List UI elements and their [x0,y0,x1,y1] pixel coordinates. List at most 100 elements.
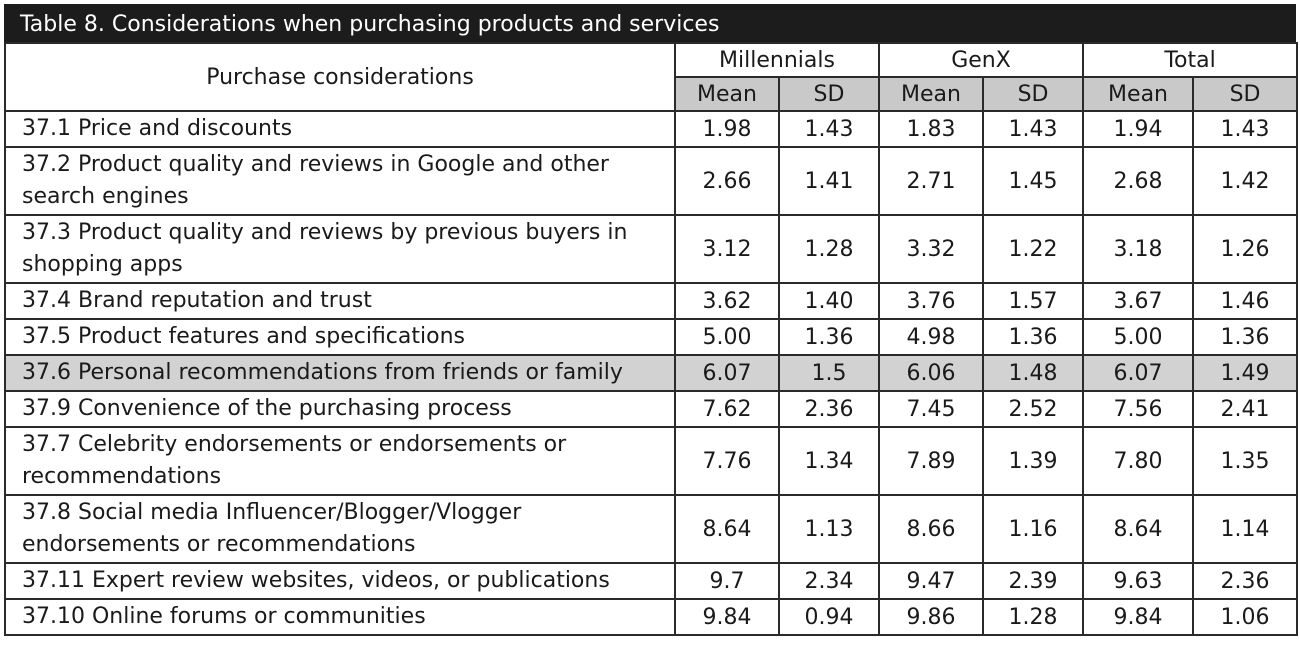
cell-value: 8.64 [1082,494,1195,564]
cell-value: 2.71 [878,146,985,216]
cell-value: 6.07 [674,354,780,392]
cell-value: 6.07 [1082,354,1195,392]
header-row-groups: Purchase considerations Millennials GenX… [4,42,1299,112]
subheader-sd: SD [777,76,881,112]
cell-value: 1.94 [1082,110,1195,148]
cell-value: 2.41 [1192,390,1299,428]
cell-value: 7.80 [1082,426,1195,496]
cell-value: 1.42 [1192,146,1299,216]
cell-value: 1.98 [674,110,780,148]
cell-value: 7.56 [1082,390,1195,428]
row-label: 37.6 Personal recommendations from frien… [4,354,676,392]
row-label: 37.10 Online forums or communities [4,598,676,636]
cell-value: 1.16 [982,494,1085,564]
cell-value: 3.12 [674,214,780,284]
cell-value: 3.32 [878,214,985,284]
subheader-mean: Mean [878,76,985,112]
table-row: 37.1 Price and discounts 1.98 1.43 1.83 … [4,110,1299,148]
cell-value: 8.64 [674,494,780,564]
table-row: 37.11 Expert review websites, videos, or… [4,562,1299,600]
cell-value: 4.98 [878,318,985,356]
cell-value: 2.68 [1082,146,1195,216]
cell-value: 7.76 [674,426,780,496]
cell-value: 7.62 [674,390,780,428]
cell-value: 1.43 [982,110,1085,148]
cell-value: 9.47 [878,562,985,600]
cell-value: 9.86 [878,598,985,636]
header-row-stats: Mean SD Mean SD Mean SD [5,76,1299,112]
row-label: 37.3 Product quality and reviews by prev… [4,214,676,284]
cell-value: 2.52 [982,390,1085,428]
table-row: 37.9 Convenience of the purchasing proce… [4,390,1299,428]
row-label: 37.9 Convenience of the purchasing proce… [4,390,676,428]
cell-value: 1.36 [1192,318,1299,356]
table-row: 37.3 Product quality and reviews by prev… [4,214,1299,284]
cell-value: 1.40 [777,282,881,320]
table-row-highlighted: 37.6 Personal recommendations from frien… [4,354,1299,392]
cell-value: 1.39 [982,426,1085,496]
group-header-total: Total [1082,42,1299,78]
cell-value: 9.7 [674,562,780,600]
cell-value: 9.84 [1082,598,1195,636]
cell-value: 3.76 [878,282,985,320]
cell-value: 9.63 [1082,562,1195,600]
cell-value: 2.34 [777,562,881,600]
cell-value: 7.45 [878,390,985,428]
cell-value: 3.67 [1082,282,1195,320]
cell-value: 7.89 [878,426,985,496]
cell-value: 1.28 [777,214,881,284]
cell-value: 1.5 [777,354,881,392]
cell-value: 1.26 [1192,214,1299,284]
cell-value: 3.62 [674,282,780,320]
cell-value: 9.84 [674,598,780,636]
subheader-sd: SD [982,76,1085,112]
group-header-genx: GenX [878,42,1085,78]
group-header-millennials: Millennials [673,42,881,78]
cell-value: 3.18 [1082,214,1195,284]
table-row: 37.4 Brand reputation and trust 3.62 1.4… [4,282,1299,320]
table-caption: Table 8. Considerations when purchasing … [4,4,1296,42]
cell-value: 2.36 [1192,562,1299,600]
subheader-mean: Mean [674,76,780,112]
table-container: Table 8. Considerations when purchasing … [4,4,1299,644]
table-row: 37.2 Product quality and reviews in Goog… [4,146,1299,216]
cell-value: 1.36 [777,318,881,356]
row-label: 37.5 Product features and specifications [4,318,676,356]
cell-value: 1.49 [1192,354,1299,392]
cell-value: 2.36 [777,390,881,428]
subheader-mean: Mean [1082,76,1195,112]
cell-value: 1.83 [878,110,985,148]
subheader-sd: SD [1192,76,1299,112]
cell-value: 1.57 [982,282,1085,320]
cell-value: 0.94 [777,598,881,636]
row-label: 37.1 Price and discounts [4,110,676,148]
cell-value: 1.22 [982,214,1085,284]
cell-value: 5.00 [674,318,780,356]
table-row-bold: 37.7 Celebrity endorsements or endorseme… [4,426,1299,496]
cell-value: 1.34 [777,426,881,496]
cell-value: 1.48 [982,354,1085,392]
cell-value: 2.66 [674,146,780,216]
considerations-table: Purchase considerations Millennials GenX… [4,42,1299,636]
cell-value: 1.36 [982,318,1085,356]
table-row: 37.10 Online forums or communities 9.84 … [4,598,1299,636]
cell-value: 6.06 [878,354,985,392]
table-row: 37.5 Product features and specifications… [4,318,1299,356]
cell-value: 1.35 [1192,426,1299,496]
cell-value: 1.13 [777,494,881,564]
cell-value: 5.00 [1082,318,1195,356]
cell-value: 1.43 [777,110,881,148]
row-label: 37.4 Brand reputation and trust [4,282,676,320]
cell-value: 8.66 [878,494,985,564]
cell-value: 1.28 [982,598,1085,636]
cell-value: 1.06 [1192,598,1299,636]
cell-value: 1.41 [777,146,881,216]
cell-value: 1.14 [1192,494,1299,564]
cell-value: 2.39 [982,562,1085,600]
row-label: 37.11 Expert review websites, videos, or… [4,562,676,600]
cell-value: 1.46 [1192,282,1299,320]
row-label: 37.8 Social media Influencer/Blogger/Vlo… [4,494,676,564]
table-row: 37.8 Social media Influencer/Blogger/Vlo… [4,494,1299,564]
cell-value: 1.43 [1192,110,1299,148]
cell-value: 1.45 [982,146,1085,216]
